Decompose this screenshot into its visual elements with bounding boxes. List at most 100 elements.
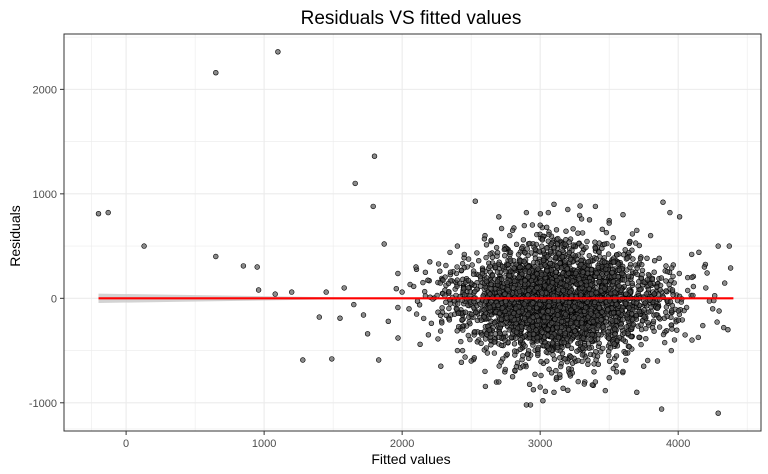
y-tick-label: 0 <box>51 293 57 305</box>
scatter-point <box>255 287 262 293</box>
scatter-point <box>657 287 663 293</box>
scatter-point <box>610 235 616 241</box>
scatter-point <box>522 268 528 274</box>
scatter-point <box>596 278 602 285</box>
scatter-point <box>649 276 656 282</box>
scatter-point <box>437 268 443 274</box>
scatter-point <box>599 245 605 252</box>
scatter-point <box>578 216 585 222</box>
scatter-point <box>648 304 654 310</box>
scatter-point <box>595 361 601 367</box>
scatter-point <box>605 251 612 257</box>
scatter-point <box>622 350 629 356</box>
scatter-point <box>254 264 260 270</box>
scatter-point <box>632 240 639 246</box>
scatter-point <box>491 320 498 326</box>
scatter-point <box>704 270 710 276</box>
scatter-point <box>715 410 721 416</box>
scatter-point <box>671 337 678 343</box>
scatter-point <box>684 287 691 294</box>
scatter-point <box>660 199 666 205</box>
scatter-point <box>496 214 502 220</box>
scatter-point <box>543 224 550 231</box>
scatter-point <box>645 320 651 326</box>
scatter-point <box>504 351 510 357</box>
scatter-point <box>610 278 617 285</box>
scatter-point <box>626 305 632 311</box>
scatter-point <box>620 316 626 323</box>
scatter-point <box>593 290 599 296</box>
scatter-point <box>483 345 489 351</box>
scatter-point <box>715 243 721 249</box>
scatter-point <box>574 348 580 354</box>
scatter-point <box>577 203 583 209</box>
scatter-point <box>599 309 605 315</box>
scatter-point <box>599 271 605 277</box>
scatter-point <box>552 254 559 261</box>
scatter-point <box>439 305 445 311</box>
scatter-point <box>605 348 612 355</box>
scatter-point <box>530 300 536 306</box>
scatter-point <box>557 304 563 310</box>
scatter-point <box>546 285 552 291</box>
scatter-point <box>558 318 565 325</box>
scatter-point <box>447 269 454 275</box>
scatter-point <box>615 274 621 280</box>
scatter-point <box>479 270 485 277</box>
scatter-point <box>663 263 669 269</box>
scatter-point <box>596 305 603 311</box>
scatter-point <box>502 330 508 336</box>
scatter-point <box>502 366 508 373</box>
scatter-point <box>600 345 606 352</box>
scatter-point <box>701 264 708 270</box>
scatter-point <box>534 313 540 319</box>
scatter-point <box>515 251 522 258</box>
y-axis-ticks: -1000 0 1000 2000 <box>29 84 64 410</box>
scatter-point <box>645 271 652 278</box>
scatter-point <box>558 265 565 271</box>
scatter-point <box>494 278 501 285</box>
scatter-point <box>422 288 428 295</box>
scatter-point <box>525 311 531 318</box>
scatter-point <box>544 267 550 274</box>
scatter-point <box>642 300 648 306</box>
scatter-point <box>421 315 427 322</box>
scatter-point <box>501 246 507 253</box>
scatter-point <box>509 374 516 380</box>
scatter-point <box>513 329 520 335</box>
scatter-point <box>688 251 695 258</box>
scatter-point <box>633 300 640 306</box>
scatter-point <box>539 243 545 249</box>
scatter-point <box>563 228 569 234</box>
scatter-point <box>596 340 602 346</box>
scatter-point <box>428 320 435 326</box>
scatter-point <box>545 326 551 332</box>
scatter-point <box>458 359 465 365</box>
scatter-point <box>587 351 594 358</box>
scatter-point <box>370 203 376 210</box>
scatter-point <box>670 292 676 298</box>
scatter-point <box>638 322 644 328</box>
scatter-point <box>709 306 716 312</box>
scatter-point <box>513 241 520 248</box>
scatter-point <box>621 277 628 283</box>
scatter-point <box>551 245 557 251</box>
scatter-point <box>700 322 706 329</box>
scatter-point <box>616 283 622 289</box>
scatter-point <box>535 266 541 272</box>
scatter-point <box>529 324 536 330</box>
scatter-point <box>240 263 247 269</box>
scatter-point <box>458 267 465 273</box>
scatter-point <box>567 256 574 263</box>
scatter-point <box>612 326 618 332</box>
scatter-point <box>504 279 510 286</box>
scatter-point <box>674 327 680 333</box>
scatter-point <box>466 319 472 325</box>
scatter-point <box>483 254 489 261</box>
scatter-point <box>588 267 595 273</box>
scatter-point <box>623 291 629 297</box>
scatter-point <box>656 255 662 261</box>
scatter-point <box>498 321 504 328</box>
scatter-point <box>471 355 477 361</box>
scatter-point <box>459 347 466 354</box>
